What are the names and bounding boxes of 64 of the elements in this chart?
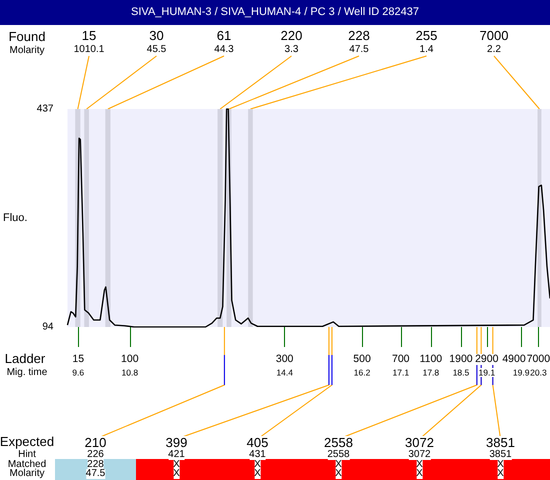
y-tick-label: 437 — [36, 104, 54, 114]
x-tick-label: 18.5 — [452, 368, 470, 378]
x-tick-label: 9.6 — [72, 368, 84, 378]
band-label: 220 3.3 — [280, 28, 302, 55]
x-tick-label: 19.9 — [512, 368, 530, 378]
x-axis-title: Mig. time — [6, 367, 48, 378]
annotation: 3072 — [405, 435, 434, 450]
annotation: 1100 — [420, 353, 442, 365]
annotation: 405 — [246, 435, 268, 450]
annotation: 4900 — [502, 353, 526, 365]
text: Molarity — [9, 45, 45, 56]
x-tick-label: 17.8 — [422, 368, 440, 378]
band-label: 61 44.3 — [214, 28, 234, 55]
x-tick-label: 10.8 — [122, 368, 138, 378]
text: 226 — [87, 449, 104, 460]
annotation: 3851 — [486, 435, 515, 450]
annotation: 15 — [72, 353, 84, 365]
text: 421 — [168, 449, 185, 460]
text: Matched — [8, 459, 46, 470]
text: X — [254, 459, 261, 470]
annotation: 500 — [353, 353, 371, 365]
x-tick-label: 19.1 — [478, 368, 496, 378]
annotation: 210 — [84, 435, 106, 450]
band-label: 228 47.5 — [348, 28, 370, 55]
text: 47.5 — [86, 468, 106, 479]
x2-axis-title: Ladder — [4, 351, 46, 366]
text: Hint — [18, 449, 36, 460]
text: X — [173, 468, 180, 479]
annotation: 100 — [121, 353, 139, 365]
annotation: 2558 — [324, 435, 353, 450]
chart-title: SIVA_HUMAN-3 / SIVA_HUMAN-4 / PC 3 / Well ID 282437 — [0, 0, 550, 25]
text: X — [335, 459, 342, 470]
text: X — [335, 468, 342, 479]
band-label: 15 1010.1 — [74, 28, 104, 55]
text: Found — [8, 29, 46, 44]
text: X — [497, 468, 504, 479]
x-tick-label: 20.3 — [530, 368, 547, 378]
band-label: 255 1.4 — [416, 28, 438, 55]
x-tick-label: 17.1 — [392, 368, 410, 378]
text: X — [497, 459, 504, 470]
annotation: 1900 — [449, 353, 473, 365]
band-label: 7000 2.2 — [480, 28, 508, 55]
text: 431 — [249, 449, 266, 460]
text: X — [416, 459, 423, 470]
text: Molarity — [9, 468, 45, 479]
y-axis-title: Fluo. — [2, 212, 28, 224]
annotation: 700 — [392, 353, 410, 365]
x-tick-label: 16.2 — [354, 368, 371, 378]
text: 2558 — [327, 449, 350, 460]
text: X — [254, 468, 261, 479]
line-series — [66, 108, 550, 328]
text: X — [173, 459, 180, 470]
text: X — [416, 468, 423, 479]
annotation: 7000 — [526, 353, 550, 365]
annotation: 399 — [166, 435, 188, 450]
x-tick-label: 14.4 — [276, 368, 294, 378]
annotation: 2900 — [475, 353, 498, 365]
text: 3851 — [489, 449, 512, 460]
band-label: 30 45.5 — [146, 28, 166, 55]
text: Expected — [0, 434, 54, 449]
text: 3072 — [408, 449, 431, 460]
y-tick-label: 94 — [42, 322, 54, 332]
annotation: 300 — [276, 353, 294, 365]
text: 228 — [87, 459, 104, 470]
